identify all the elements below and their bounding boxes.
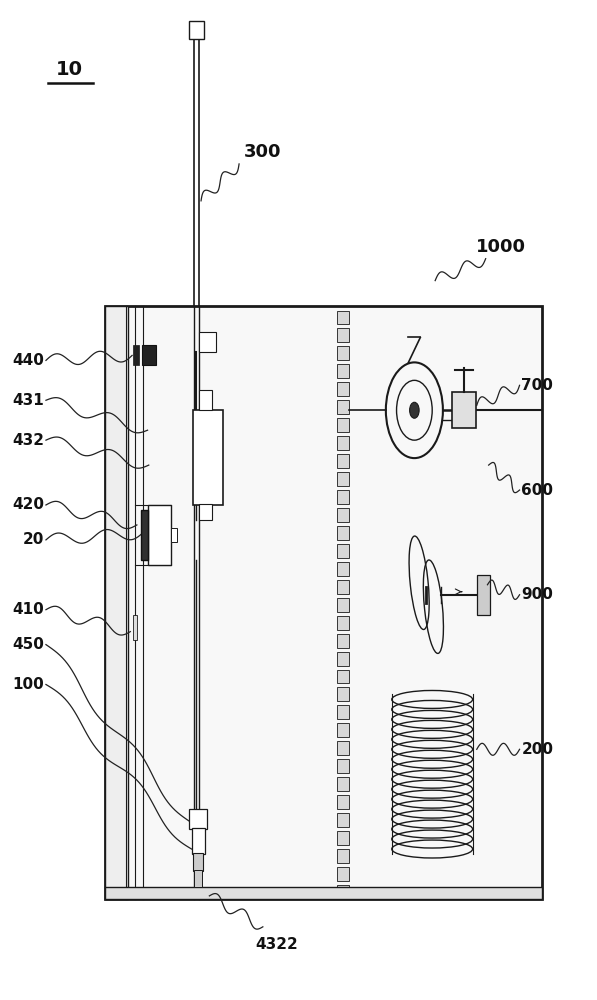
Bar bbox=[337, 670, 349, 683]
Bar bbox=[337, 813, 349, 827]
Text: 410: 410 bbox=[13, 602, 44, 617]
Bar bbox=[337, 472, 349, 486]
Bar bbox=[337, 490, 349, 504]
Bar bbox=[337, 562, 349, 576]
Text: 432: 432 bbox=[12, 433, 44, 448]
Bar bbox=[337, 382, 349, 396]
Bar bbox=[141, 345, 156, 365]
Bar bbox=[192, 828, 205, 854]
Bar bbox=[337, 328, 349, 342]
Bar bbox=[194, 870, 202, 887]
Text: 600: 600 bbox=[521, 483, 553, 498]
Bar bbox=[337, 418, 349, 432]
Bar bbox=[141, 510, 148, 560]
Circle shape bbox=[410, 402, 419, 418]
Bar bbox=[337, 687, 349, 701]
Bar bbox=[193, 853, 204, 871]
Text: 700: 700 bbox=[521, 378, 553, 393]
Text: 10: 10 bbox=[56, 60, 83, 79]
Bar bbox=[337, 759, 349, 773]
Bar bbox=[452, 392, 476, 428]
Bar bbox=[337, 400, 349, 414]
Bar bbox=[337, 454, 349, 468]
Bar bbox=[337, 705, 349, 719]
Text: 431: 431 bbox=[13, 393, 44, 408]
Bar bbox=[337, 741, 349, 755]
Bar bbox=[337, 795, 349, 809]
Bar bbox=[337, 777, 349, 791]
Bar bbox=[133, 615, 137, 640]
Bar bbox=[337, 652, 349, 666]
Text: 1000: 1000 bbox=[476, 238, 525, 256]
Bar bbox=[171, 528, 177, 542]
Bar bbox=[337, 311, 349, 324]
Bar bbox=[337, 867, 349, 881]
Bar bbox=[199, 504, 213, 520]
Text: 20: 20 bbox=[23, 532, 44, 547]
Bar bbox=[337, 723, 349, 737]
Bar bbox=[337, 544, 349, 558]
Text: 300: 300 bbox=[244, 143, 282, 161]
Text: 4322: 4322 bbox=[255, 937, 298, 952]
Bar bbox=[106, 306, 542, 899]
Bar bbox=[337, 634, 349, 648]
Text: 450: 450 bbox=[13, 637, 44, 652]
Bar bbox=[477, 575, 490, 615]
Bar bbox=[337, 831, 349, 845]
Bar bbox=[337, 849, 349, 863]
Bar bbox=[133, 345, 139, 365]
Bar bbox=[337, 580, 349, 594]
Bar bbox=[337, 526, 349, 540]
Text: 420: 420 bbox=[12, 497, 44, 512]
Bar bbox=[337, 508, 349, 522]
Text: 200: 200 bbox=[521, 742, 553, 757]
Bar bbox=[148, 505, 171, 565]
Bar bbox=[189, 809, 207, 829]
Bar bbox=[337, 436, 349, 450]
Bar bbox=[199, 332, 217, 352]
Bar bbox=[189, 21, 204, 39]
Bar bbox=[337, 885, 349, 899]
Bar bbox=[337, 364, 349, 378]
Bar bbox=[337, 616, 349, 630]
Bar bbox=[106, 887, 542, 899]
Bar bbox=[337, 346, 349, 360]
Bar bbox=[193, 410, 223, 505]
Text: 900: 900 bbox=[521, 587, 553, 602]
Text: 440: 440 bbox=[13, 353, 44, 368]
Bar bbox=[106, 306, 128, 899]
Bar bbox=[337, 598, 349, 612]
Bar bbox=[199, 390, 213, 410]
Text: 100: 100 bbox=[13, 677, 44, 692]
